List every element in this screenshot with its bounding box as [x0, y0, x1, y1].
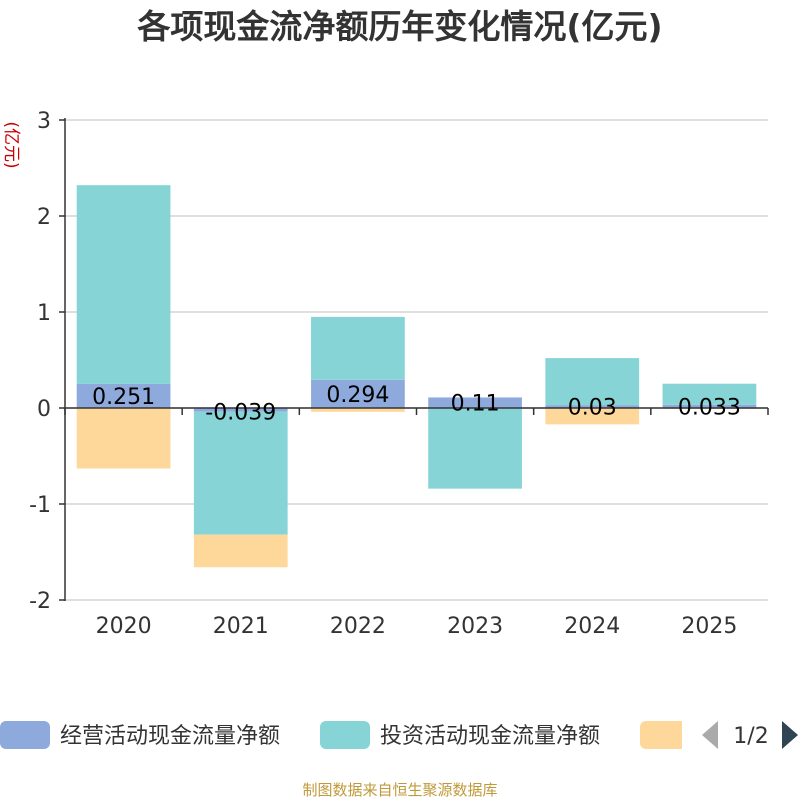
bar-segment — [76, 408, 171, 469]
bar-segment — [193, 408, 288, 412]
legend-next-icon[interactable] — [782, 721, 798, 749]
source-note: 制图数据来自恒生聚源数据库 — [302, 781, 497, 799]
bar-segment — [545, 358, 640, 406]
bar-segment — [662, 383, 757, 405]
y-tick-label: 0 — [37, 397, 51, 422]
bar-segment — [193, 411, 288, 535]
chart-title: 各项现金流净额历年变化情况(亿元) — [136, 7, 662, 46]
bar-segment — [76, 185, 171, 384]
data-label: 0.03 — [568, 396, 617, 421]
legend-swatch[interactable] — [320, 721, 370, 749]
bar-segment — [311, 379, 405, 408]
legend-swatch[interactable] — [640, 721, 690, 749]
legend-page-indicator: 1/2 — [733, 724, 768, 749]
bar-segment — [193, 534, 288, 568]
y-tick-label: 1 — [37, 301, 51, 326]
x-tick-label: 2020 — [96, 614, 152, 639]
legend-prev-icon[interactable] — [702, 721, 718, 749]
x-tick-label: 2024 — [564, 614, 620, 639]
bars — [76, 185, 757, 568]
bar-segment — [545, 408, 640, 425]
y-tick-label: 2 — [37, 205, 51, 230]
legend-label[interactable]: 经营活动现金流量净额 — [60, 724, 280, 749]
bar-segment — [76, 383, 171, 408]
bar-segment — [311, 408, 405, 412]
data-labels: 0.251 -0.039 0.294 0.11 0.03 0.033 — [92, 383, 741, 426]
data-label: 0.033 — [678, 395, 741, 420]
legend-swatch[interactable] — [0, 721, 50, 749]
bar-segment — [428, 397, 522, 408]
tick-labels: 3 2 1 0 -1 -2 2020 2021 2022 2023 2024 2025 — [29, 109, 737, 639]
y-tick-label: -1 — [29, 493, 51, 518]
x-tick-label: 2025 — [681, 614, 737, 639]
legend: 经营活动现金流量净额 投资活动现金流量净额 1/2 — [0, 713, 800, 757]
data-label: -0.039 — [205, 401, 276, 426]
bar-segment — [662, 404, 757, 408]
y-tick-label: 3 — [37, 109, 51, 134]
data-label: 0.294 — [326, 383, 389, 408]
y-tick-label: -2 — [29, 589, 51, 614]
y-axis-unit: (亿元) — [1, 121, 21, 168]
legend-pager-background — [682, 713, 800, 757]
x-tick-label: 2021 — [213, 614, 269, 639]
data-label: 0.11 — [451, 392, 500, 417]
x-tick-label: 2022 — [330, 614, 386, 639]
axes — [64, 118, 769, 601]
bar-segment — [428, 408, 522, 489]
x-tick-label: 2023 — [447, 614, 503, 639]
data-label: 0.251 — [92, 385, 155, 410]
bar-segment — [311, 316, 405, 380]
legend-label[interactable]: 投资活动现金流量净额 — [380, 724, 600, 749]
bar-segment — [545, 405, 640, 408]
